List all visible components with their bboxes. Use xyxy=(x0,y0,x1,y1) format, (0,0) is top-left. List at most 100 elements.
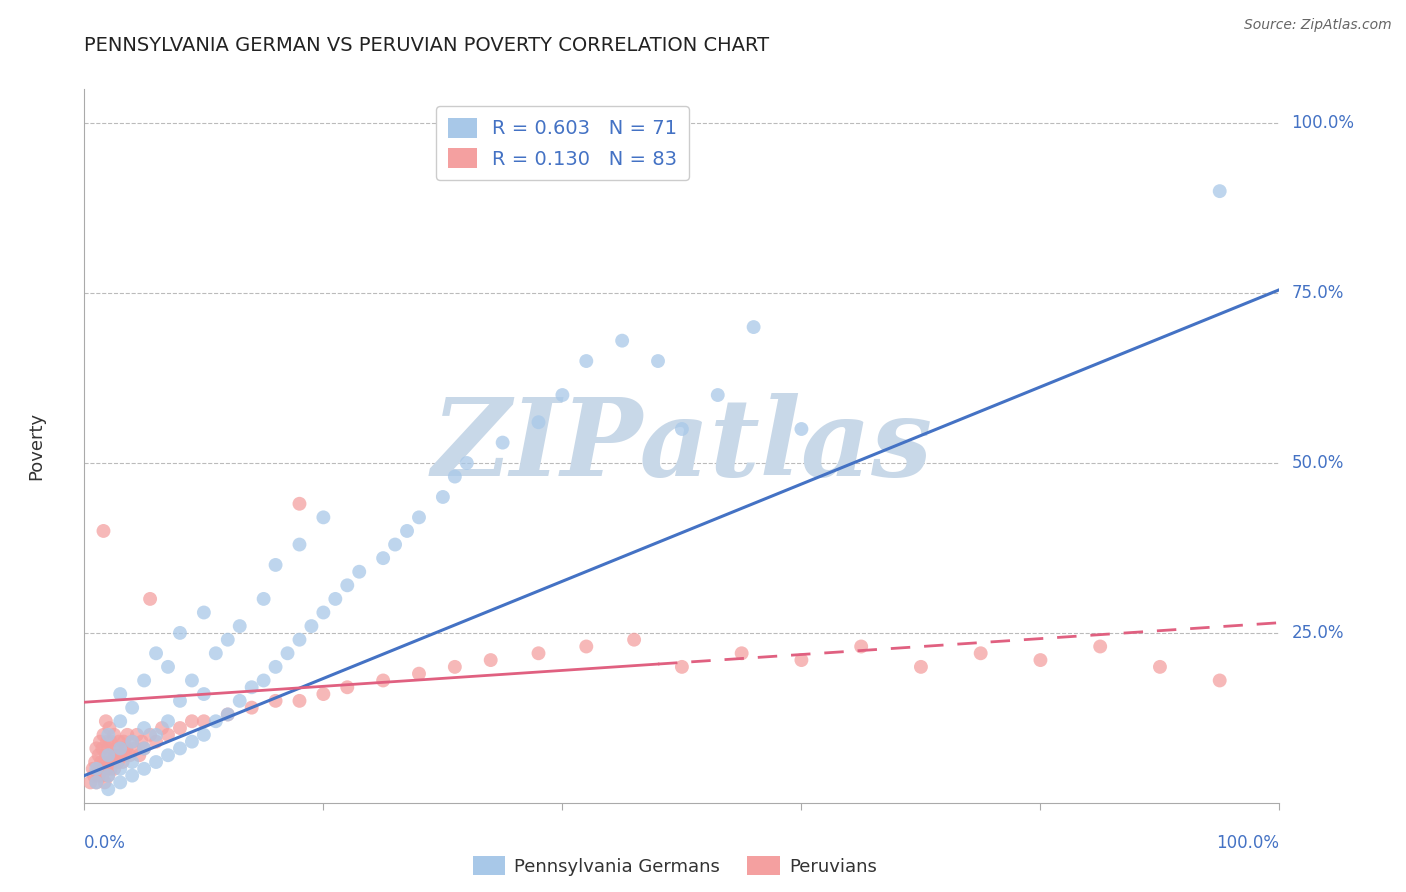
Point xyxy=(575,354,598,368)
Point xyxy=(288,537,311,551)
Point xyxy=(103,762,125,776)
Point xyxy=(444,469,467,483)
Point xyxy=(89,762,111,776)
Point xyxy=(371,673,394,688)
Point xyxy=(79,775,101,789)
Point xyxy=(707,388,730,402)
Point xyxy=(97,728,120,742)
Point xyxy=(288,497,311,511)
Point xyxy=(91,769,114,783)
Text: 100.0%: 100.0% xyxy=(1291,114,1354,132)
Point xyxy=(169,721,191,735)
Point xyxy=(790,653,813,667)
Point xyxy=(132,721,156,735)
Point xyxy=(145,734,167,748)
Point xyxy=(90,755,112,769)
Point xyxy=(205,646,228,660)
Point xyxy=(169,741,191,756)
Point xyxy=(93,775,115,789)
Point xyxy=(93,524,115,538)
Text: 0.0%: 0.0% xyxy=(84,834,127,852)
Point xyxy=(93,762,115,776)
Point xyxy=(323,591,346,606)
Point xyxy=(97,782,120,797)
Point xyxy=(84,741,107,756)
Point xyxy=(110,762,132,776)
Point xyxy=(132,741,156,756)
Point xyxy=(288,694,311,708)
Point xyxy=(96,734,118,748)
Point xyxy=(276,646,298,660)
Point xyxy=(145,755,167,769)
Text: ZIPatlas: ZIPatlas xyxy=(432,393,932,499)
Point xyxy=(336,578,359,592)
Point xyxy=(82,762,104,776)
Point xyxy=(83,769,105,783)
Point xyxy=(125,728,148,742)
Point xyxy=(1208,673,1230,688)
Point xyxy=(86,762,108,776)
Point xyxy=(84,775,107,789)
Point xyxy=(100,762,122,776)
Point xyxy=(101,748,124,763)
Point xyxy=(527,415,550,429)
Point xyxy=(312,510,335,524)
Point xyxy=(492,435,515,450)
Text: 100.0%: 100.0% xyxy=(1216,834,1279,852)
Point xyxy=(124,741,146,756)
Point xyxy=(527,646,550,660)
Point xyxy=(384,537,406,551)
Point xyxy=(96,762,118,776)
Point xyxy=(444,660,467,674)
Point xyxy=(84,775,107,789)
Point xyxy=(111,755,134,769)
Point xyxy=(193,606,215,620)
Point xyxy=(1029,653,1052,667)
Point xyxy=(103,728,125,742)
Point xyxy=(610,334,633,348)
Point xyxy=(100,734,122,748)
Point xyxy=(742,320,765,334)
Point xyxy=(145,646,167,660)
Point xyxy=(94,748,117,763)
Point xyxy=(104,748,127,763)
Point xyxy=(98,721,121,735)
Legend: R = 0.603   N = 71, R = 0.130   N = 83: R = 0.603 N = 71, R = 0.130 N = 83 xyxy=(436,106,689,180)
Point xyxy=(97,741,120,756)
Point xyxy=(180,673,202,688)
Point xyxy=(193,714,215,729)
Point xyxy=(110,741,132,756)
Text: PENNSYLVANIA GERMAN VS PERUVIAN POVERTY CORRELATION CHART: PENNSYLVANIA GERMAN VS PERUVIAN POVERTY … xyxy=(84,36,769,54)
Point xyxy=(301,619,323,633)
Point xyxy=(118,748,141,763)
Point xyxy=(132,673,156,688)
Point xyxy=(112,734,135,748)
Point xyxy=(121,755,143,769)
Point xyxy=(97,748,120,763)
Point xyxy=(217,707,239,722)
Text: 75.0%: 75.0% xyxy=(1291,284,1344,302)
Point xyxy=(157,714,180,729)
Point xyxy=(128,748,150,763)
Point xyxy=(97,769,120,783)
Point xyxy=(139,591,162,606)
Point xyxy=(121,734,143,748)
Point xyxy=(970,646,993,660)
Point xyxy=(131,734,153,748)
Point xyxy=(121,700,143,714)
Point xyxy=(110,687,132,701)
Point xyxy=(110,741,132,756)
Point xyxy=(575,640,598,654)
Text: Poverty: Poverty xyxy=(28,412,45,480)
Point xyxy=(139,728,162,742)
Point xyxy=(479,653,502,667)
Point xyxy=(408,666,430,681)
Point xyxy=(121,734,143,748)
Point xyxy=(408,510,430,524)
Point xyxy=(910,660,932,674)
Point xyxy=(105,741,128,756)
Point xyxy=(87,769,110,783)
Point xyxy=(253,673,276,688)
Point xyxy=(240,680,263,694)
Point xyxy=(396,524,419,538)
